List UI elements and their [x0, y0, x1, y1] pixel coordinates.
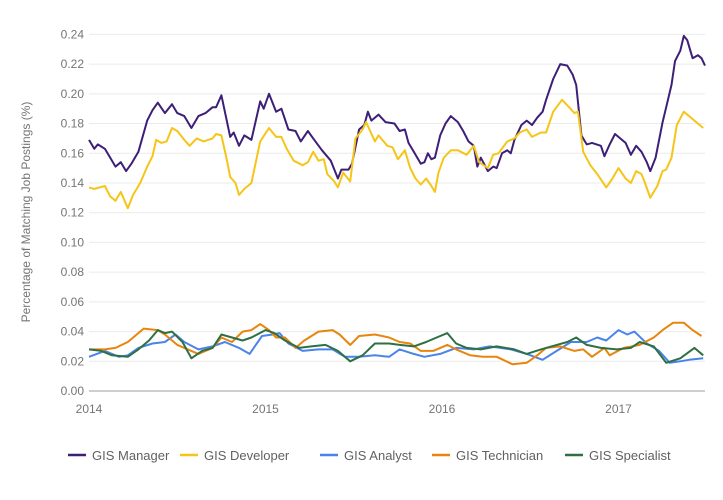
legend-item[interactable]: GIS Specialist [565, 448, 671, 463]
legend-label: GIS Developer [204, 448, 290, 463]
series-lines [88, 34, 706, 366]
x-axis-ticks: 2014 2015 2016 2017 [76, 402, 633, 416]
legend: GIS Manager GIS Developer GIS Analyst GIS T… [68, 448, 671, 463]
y-tick-label: 0.06 [61, 295, 85, 309]
series-line-gis-analyst [88, 329, 704, 364]
legend-item[interactable]: GIS Developer [180, 448, 290, 463]
y-tick-label: 0.08 [61, 265, 85, 279]
y-tick-label: 0.16 [61, 146, 85, 160]
y-tick-label: 0.10 [61, 235, 85, 249]
series-line-gis-manager [88, 34, 706, 180]
legend-label: GIS Manager [92, 448, 170, 463]
y-tick-label: 0.04 [61, 325, 85, 339]
y-tick-label: 0.22 [61, 57, 85, 71]
y-tick-label: 0.20 [61, 87, 85, 101]
x-tick-label: 2016 [429, 402, 456, 416]
x-tick-label: 2015 [252, 402, 279, 416]
series-line-gis-developer [88, 98, 704, 210]
y-tick-label: 0.12 [61, 206, 85, 220]
y-tick-label: 0.00 [61, 384, 85, 398]
legend-item[interactable]: GIS Manager [68, 448, 170, 463]
y-axis-label: Percentage of Matching Job Postings (%) [19, 102, 33, 323]
legend-label: GIS Analyst [344, 448, 412, 463]
y-axis-ticks: 0.00 0.02 0.04 0.06 0.08 0.10 0.12 0.14 0.16 0.18… [61, 27, 85, 398]
y-tick-label: 0.18 [61, 117, 85, 131]
legend-item[interactable]: GIS Analyst [320, 448, 412, 463]
legend-item[interactable]: GIS Technician [432, 448, 543, 463]
y-tick-label: 0.14 [61, 176, 85, 190]
x-tick-label: 2017 [605, 402, 632, 416]
legend-label: GIS Technician [456, 448, 543, 463]
legend-label: GIS Specialist [589, 448, 671, 463]
series-line-gis-specialist [88, 329, 704, 364]
y-tick-label: 0.02 [61, 354, 85, 368]
y-tick-label: 0.24 [61, 27, 85, 41]
x-tick-label: 2014 [76, 402, 103, 416]
gridlines [89, 33, 705, 392]
